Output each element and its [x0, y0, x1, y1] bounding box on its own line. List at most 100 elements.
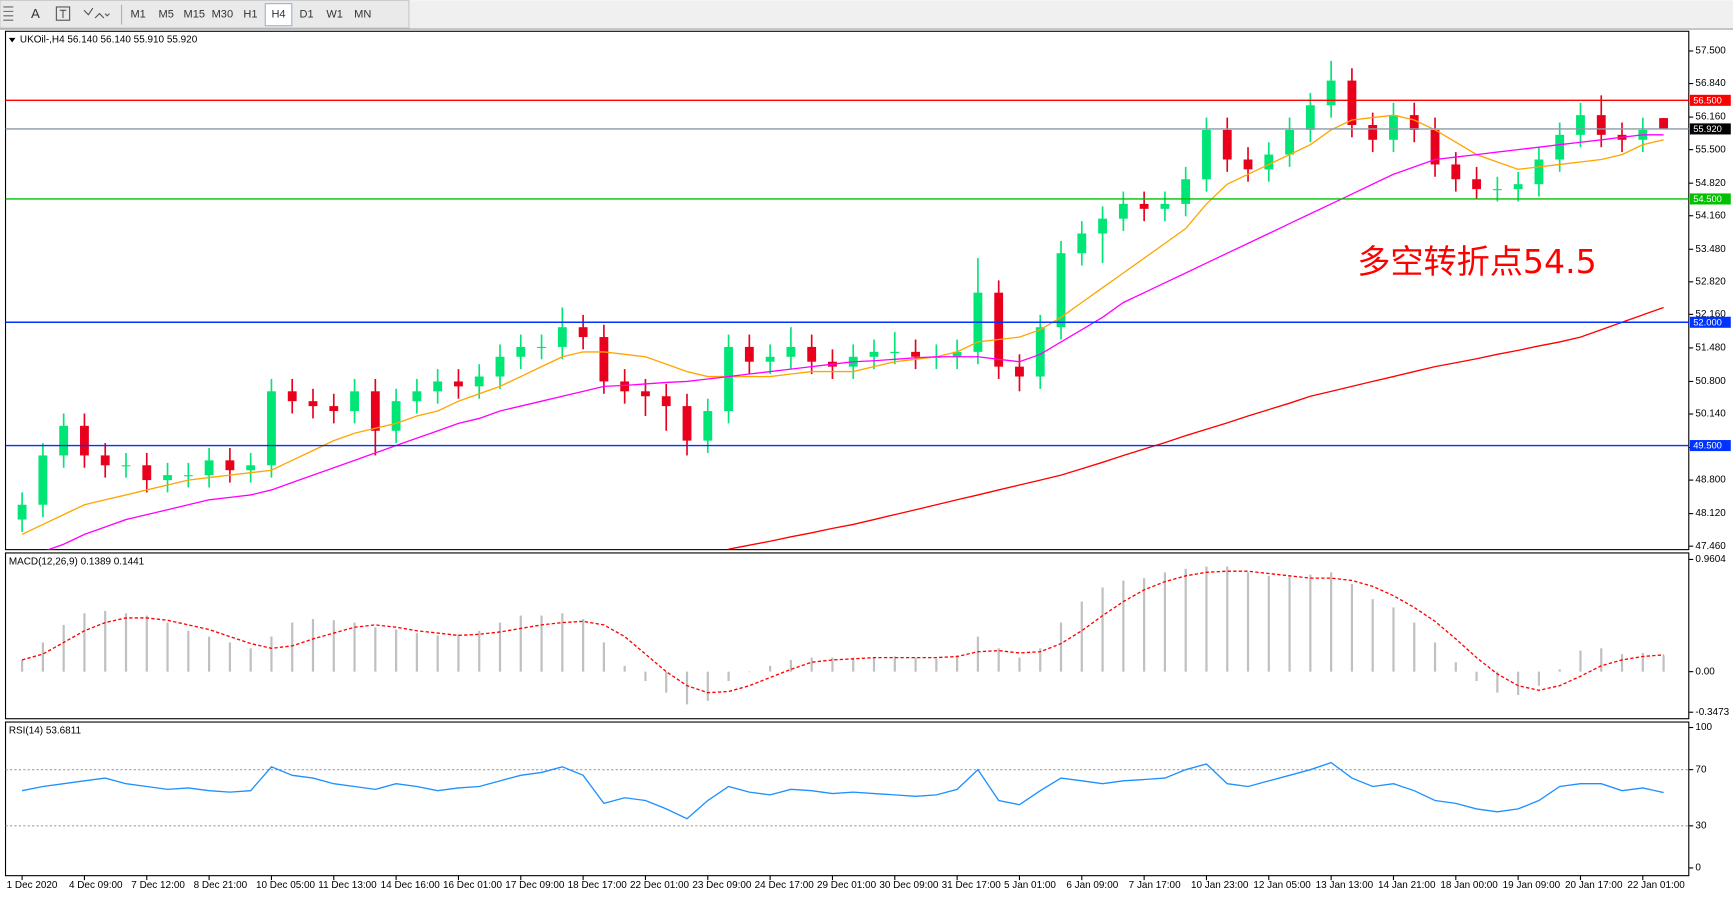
- candle-body: [267, 391, 276, 466]
- price-label: 56.500: [1693, 94, 1722, 105]
- indicator-line: [21, 570, 1664, 694]
- rsi-panel: [4, 721, 1690, 877]
- timeframe-button[interactable]: W1: [326, 9, 343, 21]
- text-label-tool[interactable]: A: [31, 6, 40, 21]
- price-label: 52.000: [1693, 316, 1722, 327]
- histogram-bar: [935, 658, 938, 672]
- candle-body: [100, 455, 110, 466]
- histogram-bar: [1392, 607, 1395, 672]
- price-label: 55.920: [1693, 123, 1722, 134]
- timeframe-button[interactable]: M15: [184, 9, 206, 21]
- timeframes: M1 M5 M15 M30 H1 H4 D1 W1 MN: [130, 3, 371, 27]
- candle-body: [890, 351, 900, 353]
- timeframe-button[interactable]: H4: [271, 9, 285, 21]
- histogram-bar: [831, 657, 834, 672]
- x-tick-label: 23 Dec 09:00: [692, 880, 752, 891]
- x-tick-label: 14 Jan 21:00: [1378, 880, 1436, 891]
- price-label: 49.500: [1693, 440, 1722, 451]
- indicator-title: RSI(14) 53.6811: [9, 726, 82, 737]
- price-label-box: [1689, 440, 1731, 452]
- histogram-bar: [1163, 572, 1167, 672]
- candle-body: [1160, 203, 1170, 209]
- timeframe-button[interactable]: MN: [354, 9, 371, 21]
- draw-tools-icon[interactable]: [83, 7, 110, 19]
- histogram-bar: [914, 657, 917, 672]
- candle-body: [578, 327, 588, 338]
- histogram-bar: [1537, 671, 1541, 686]
- histogram-bar: [1433, 642, 1437, 672]
- text-tool[interactable]: [55, 6, 71, 21]
- candle-body: [557, 327, 567, 347]
- histogram-bar: [1143, 578, 1146, 672]
- histogram-bar: [1101, 587, 1104, 672]
- candle-body: [350, 391, 359, 412]
- candle-body: [204, 460, 214, 476]
- histogram-bar: [1496, 671, 1499, 693]
- candle-body: [308, 401, 318, 407]
- histogram-bar: [208, 636, 211, 672]
- candle-body: [1430, 129, 1440, 165]
- candle-body: [80, 425, 89, 456]
- menu-icon[interactable]: [3, 6, 14, 21]
- histogram-bar: [852, 657, 855, 672]
- histogram-bar: [1018, 657, 1021, 672]
- histogram-bar: [436, 635, 439, 672]
- x-tick-label: 10 Jan 23:00: [1191, 880, 1249, 891]
- annotation: 多空转折点54.5: [1357, 242, 1597, 281]
- price-label: 54.500: [1693, 193, 1722, 204]
- histogram-bar: [332, 620, 335, 672]
- timeframe-button[interactable]: M30: [212, 9, 234, 21]
- x-tick-label: 16 Dec 01:00: [443, 880, 503, 891]
- candle-body: [1576, 115, 1585, 135]
- histogram-bar: [478, 630, 481, 672]
- candle-body: [952, 351, 962, 357]
- candle-body: [994, 292, 1004, 367]
- x-tick-label: 20 Jan 17:00: [1565, 880, 1623, 891]
- x-tick-label: 19 Jan 09:00: [1503, 880, 1561, 891]
- timeframe-button[interactable]: H1: [243, 9, 257, 21]
- histogram-bar: [810, 657, 813, 672]
- y-tick-label: 0: [1695, 863, 1701, 874]
- panel-0: 57.500 56.840 56.160 55.500 54.820 54.160 53.4…: [5, 35, 1731, 891]
- candle-body: [1118, 203, 1128, 219]
- x-tick-label: 30 Dec 09:00: [879, 880, 939, 891]
- histogram-bar: [228, 642, 231, 672]
- candle-body: [516, 346, 526, 357]
- histogram-bar: [727, 671, 730, 681]
- timeframe-button[interactable]: D1: [300, 9, 314, 21]
- histogram-bar: [1371, 599, 1374, 672]
- y-tick-label: 56.840: [1695, 78, 1726, 89]
- x-tick-label: 5 Jan 01:00: [1004, 880, 1056, 891]
- y-tick-label: 56.160: [1695, 112, 1726, 123]
- histogram-bar: [561, 613, 564, 672]
- collapse-icon[interactable]: [8, 37, 16, 43]
- x-tick-label: 24 Dec 17:00: [755, 880, 815, 891]
- active-timeframe: [264, 3, 293, 27]
- price-label-box: [1689, 123, 1731, 135]
- x-tick-label: 31 Dec 17:00: [942, 880, 1002, 891]
- timeframe-button[interactable]: M5: [159, 9, 174, 21]
- candle-body: [1035, 327, 1045, 377]
- text-tool-glyph: [59, 9, 67, 19]
- x-tick-label: 1 Dec 2020: [7, 880, 58, 891]
- candle-body: [1077, 233, 1087, 254]
- candle-body: [1305, 105, 1315, 130]
- candle-body: [225, 460, 235, 471]
- histogram-bar: [1267, 575, 1270, 672]
- y-tick-label: 55.500: [1695, 144, 1726, 155]
- candle-body: [682, 406, 692, 441]
- candle-body: [59, 425, 69, 456]
- candle-body: [1056, 253, 1066, 328]
- histogram-bar: [415, 633, 418, 672]
- histogram-bar: [893, 656, 896, 672]
- x-tick-label: 11 Dec 13:00: [318, 880, 377, 891]
- histogram-bar: [769, 665, 772, 672]
- histogram-bar: [685, 671, 689, 705]
- timeframe-button[interactable]: M1: [130, 9, 145, 21]
- y-tick-label: 53.480: [1695, 244, 1726, 255]
- candle-body: [599, 337, 609, 382]
- toolbar-group: [0, 0, 410, 29]
- indicator-line: [21, 761, 1664, 820]
